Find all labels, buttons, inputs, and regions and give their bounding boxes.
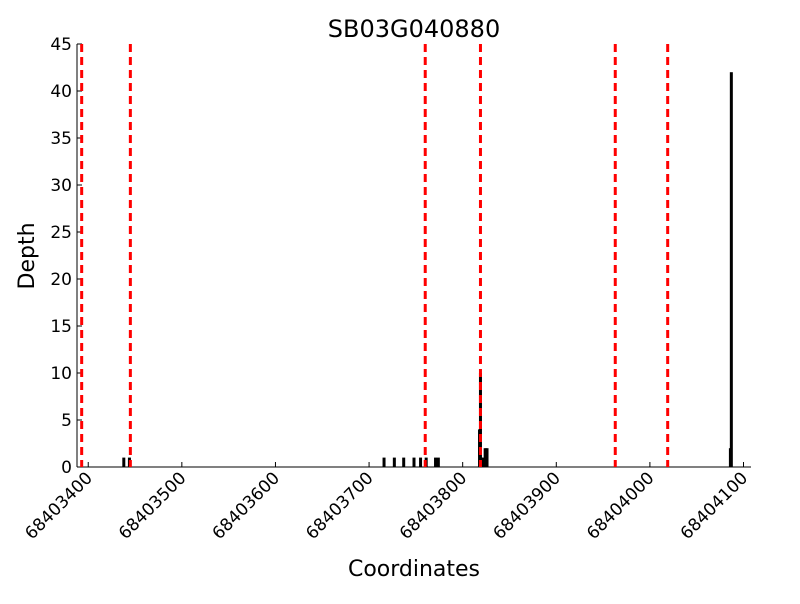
- depth-bar: [419, 457, 423, 467]
- x-axis-label: Coordinates: [348, 557, 480, 582]
- x-tick-label: 68403500: [115, 468, 190, 543]
- y-tick-label: 5: [61, 411, 72, 431]
- plot-area: 0 5 10 15 20 25 30 35 40 45 68403400 68403500 684036…: [21, 35, 752, 544]
- y-tick-label: 30: [50, 176, 72, 196]
- x-tick-label: 68403700: [302, 468, 377, 543]
- y-tick-label: 45: [50, 35, 72, 55]
- y-tick-label: 35: [50, 129, 72, 149]
- y-tick-label: 25: [50, 223, 72, 243]
- depth-bar: [481, 457, 485, 467]
- depth-bar: [729, 72, 733, 467]
- depth-bar: [483, 448, 487, 467]
- x-tick-label: 68403400: [21, 468, 96, 543]
- depth-bar: [434, 457, 438, 467]
- x-tick-label: 68403900: [489, 468, 564, 543]
- x-tick-label: 68404000: [583, 468, 658, 543]
- x-tick-label: 68404100: [677, 468, 752, 543]
- depth-bar: [412, 457, 416, 467]
- depth-bar: [485, 448, 489, 467]
- y-tick-label: 0: [61, 458, 72, 478]
- y-tick-label: 40: [50, 82, 72, 102]
- y-axis-label: Depth: [15, 222, 40, 289]
- depth-bar: [382, 457, 386, 467]
- depth-bar: [436, 457, 440, 467]
- depth-bar: [392, 457, 396, 467]
- chart-title: SB03G040880: [328, 15, 500, 43]
- x-tick-label: 68403800: [396, 468, 471, 543]
- depth-bar: [402, 457, 406, 467]
- x-tick-label: 68403600: [209, 468, 284, 543]
- depth-bar: [122, 457, 126, 467]
- y-tick-label: 10: [50, 364, 72, 384]
- y-tick-label: 20: [50, 270, 72, 290]
- y-tick-label: 15: [50, 317, 72, 337]
- depth-bar: [478, 373, 482, 467]
